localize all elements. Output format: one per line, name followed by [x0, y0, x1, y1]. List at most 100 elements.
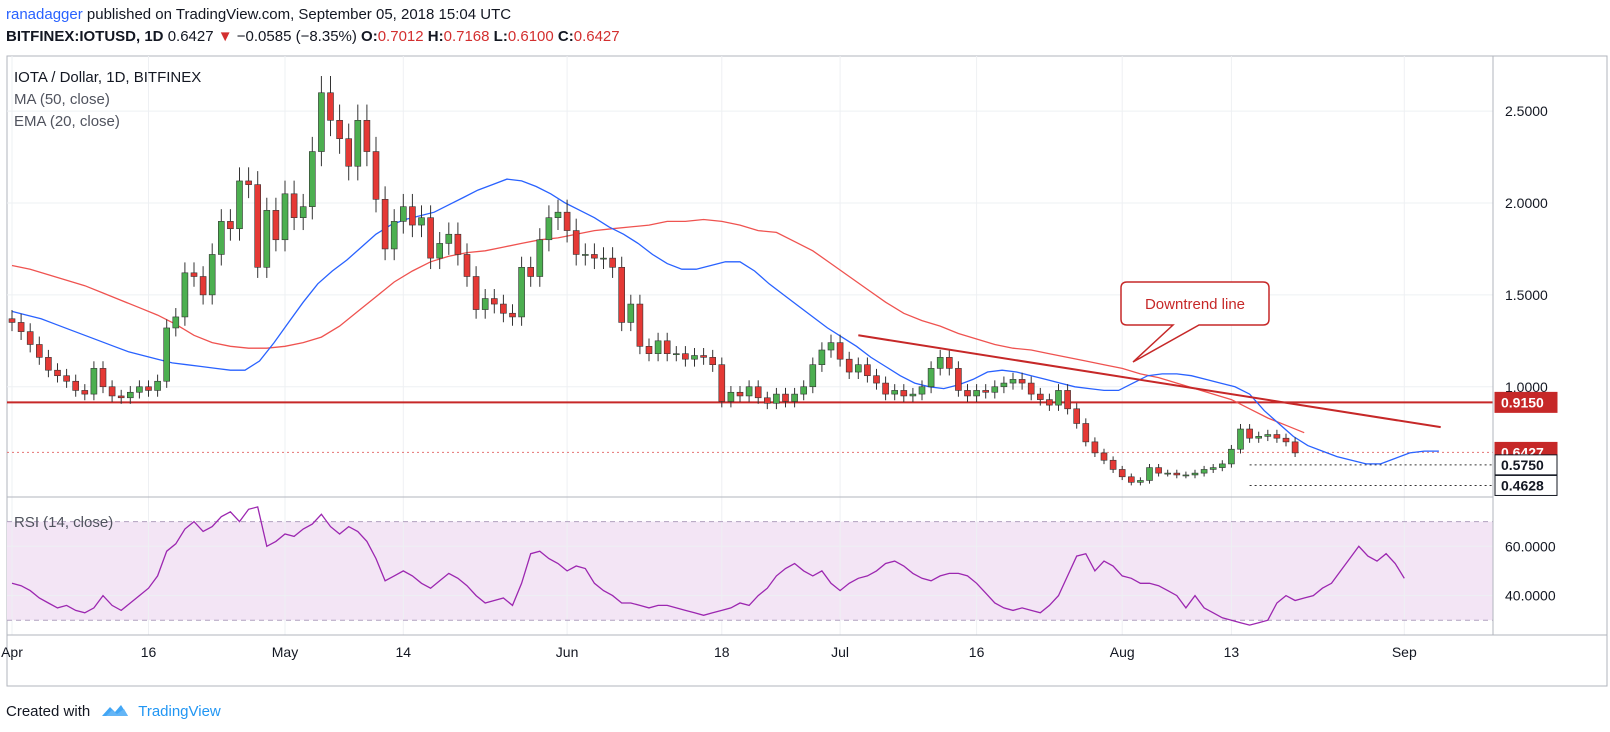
- candle-body: [1128, 476, 1135, 483]
- candle-body: [463, 254, 471, 277]
- candle-body: [609, 257, 616, 268]
- candle-body: [336, 120, 343, 139]
- candle-body: [254, 184, 261, 268]
- candle-body: [864, 364, 871, 377]
- candle-body: [991, 386, 999, 393]
- open-value: 0.7012: [377, 28, 424, 45]
- candle-body: [354, 120, 362, 167]
- candle-body: [181, 272, 189, 318]
- last-price: 0.6427: [167, 28, 214, 45]
- candle-body: [873, 375, 880, 384]
- author-link[interactable]: ranadagger: [6, 6, 83, 23]
- candle-body: [581, 254, 589, 256]
- candle-body: [836, 342, 844, 360]
- candle-body: [1237, 428, 1244, 450]
- candle-body: [545, 217, 553, 241]
- candle-body: [108, 386, 116, 397]
- candle-body: [982, 390, 990, 393]
- time-tick-label: Jun: [556, 644, 579, 660]
- candle-body: [318, 92, 325, 152]
- ma-legend: MA (50, close): [14, 91, 110, 108]
- time-tick-label: 16: [969, 644, 985, 660]
- candle-body: [26, 331, 34, 345]
- rsi-band: [7, 521, 1493, 621]
- time-tick-label: Apr: [1, 644, 23, 660]
- candle-body: [518, 267, 525, 318]
- candle-body: [927, 368, 935, 388]
- candle-body: [290, 193, 298, 219]
- candle-body: [245, 180, 252, 185]
- symbol-info: BITFINEX:IOTUSD, 1D 0.6427 ▼ −0.0585 (−8…: [6, 28, 620, 45]
- candle-body: [891, 390, 899, 395]
- candle-body: [600, 257, 607, 260]
- candle-body: [509, 312, 516, 318]
- candle-body: [572, 230, 580, 255]
- candle-body: [627, 303, 635, 323]
- publish-info: ranadagger published on TradingView.com,…: [6, 6, 511, 23]
- candle-body: [136, 386, 143, 393]
- candle-body: [454, 233, 462, 255]
- candle-body: [1228, 448, 1235, 465]
- candle-body: [554, 211, 562, 218]
- candle-body: [427, 217, 434, 259]
- rsi-axis[interactable]: 40.0000 60.0000: [1505, 538, 1556, 603]
- candle-body: [727, 391, 735, 402]
- candle-body: [372, 151, 380, 200]
- price-axis[interactable]: 1.0000 1.5000 2.0000 2.5000: [1505, 103, 1548, 395]
- ma50-line: [11, 218, 1305, 434]
- candle-body: [691, 355, 698, 360]
- candle-body: [381, 199, 389, 250]
- candle-body: [1246, 428, 1253, 439]
- rsi-tick-label: 40.0000: [1505, 588, 1556, 604]
- candle-body: [1219, 463, 1226, 468]
- price-label-box: [1494, 474, 1558, 496]
- candle-body: [390, 221, 398, 250]
- candle-body: [745, 386, 753, 397]
- callout[interactable]: Downtrend line: [1120, 281, 1270, 363]
- low-label: L:: [493, 28, 508, 45]
- candle-body: [754, 386, 762, 399]
- candle-body: [17, 322, 25, 332]
- time-tick-label: 16: [141, 644, 157, 660]
- candle-body: [99, 368, 107, 388]
- candle-body: [709, 357, 717, 366]
- time-axis[interactable]: Apr 16 May 14 Jun 18 Jul 16 Aug 13 Sep: [1, 644, 1417, 660]
- candle-body: [1273, 434, 1281, 439]
- candle-body: [500, 303, 507, 314]
- candle-body: [363, 120, 371, 152]
- candle-body: [163, 327, 170, 382]
- candle-body: [1037, 393, 1044, 400]
- candle-body: [800, 386, 808, 395]
- candle-body: [955, 368, 962, 391]
- candle-body: [1264, 434, 1272, 437]
- candle-body: [345, 138, 353, 167]
- candle-body: [272, 210, 280, 241]
- time-tick-label: Jul: [831, 644, 849, 660]
- candles: [8, 76, 1299, 486]
- horizontal-lines: [7, 401, 1493, 486]
- candle-body: [973, 390, 980, 397]
- candle-body: [127, 391, 134, 399]
- candle-body: [827, 342, 835, 351]
- tradingview-link[interactable]: TradingView: [138, 702, 221, 720]
- rsi-legend: RSI (14, close): [14, 514, 113, 531]
- candle-body: [527, 267, 535, 277]
- candle-body: [1155, 467, 1162, 474]
- candle-body: [308, 151, 316, 207]
- ema-legend: EMA (20, close): [14, 113, 120, 130]
- candle-body: [1046, 399, 1053, 406]
- candle-body: [1118, 469, 1126, 478]
- candle-body: [936, 357, 944, 369]
- price-change: −0.0585 (−8.35%): [236, 28, 357, 45]
- candle-body: [945, 357, 953, 369]
- candle-body: [63, 375, 70, 382]
- candle-body: [645, 346, 653, 354]
- candle-body: [1173, 472, 1181, 476]
- candle-body: [618, 267, 626, 323]
- candle-body: [809, 364, 817, 388]
- candle-body: [299, 206, 307, 219]
- candle-body: [1137, 480, 1144, 483]
- candle-body: [90, 368, 98, 395]
- downtrend-line[interactable]: [858, 334, 1441, 429]
